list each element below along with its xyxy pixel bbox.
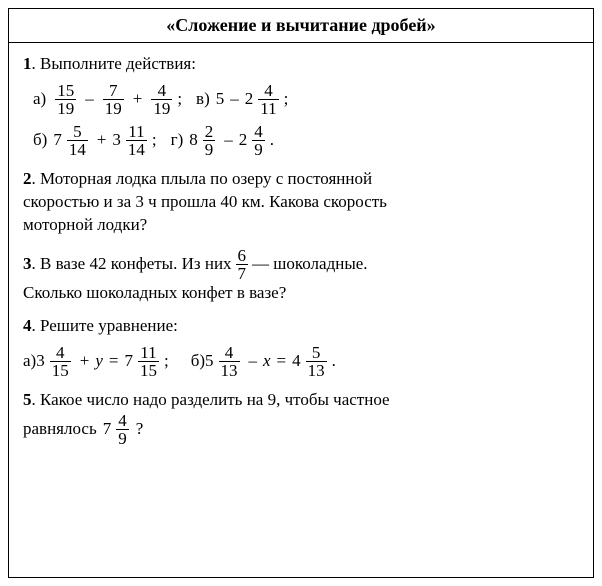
qmark: ? bbox=[136, 418, 144, 441]
mixed-v: 2 411 bbox=[245, 82, 282, 117]
task-3: 3. В вазе 42 конфеты. Из них 67 — шокола… bbox=[23, 247, 579, 305]
mixed-b2: 3 1114 bbox=[112, 123, 150, 158]
frac-a1: 1519 bbox=[55, 82, 76, 117]
mixed-g1: 8 29 bbox=[189, 123, 218, 158]
label-v: в) bbox=[196, 88, 210, 111]
label-4b: б) bbox=[191, 350, 205, 373]
op-plus: + bbox=[97, 129, 107, 152]
task1-line-b-g: б) 7 514 + 3 1114 ; г) 8 29 – 2 bbox=[23, 123, 579, 158]
label-a: а) bbox=[33, 88, 46, 111]
frac-a3: 419 bbox=[151, 82, 172, 117]
task-5: 5. Какое число надо разделить на 9, чтоб… bbox=[23, 389, 579, 447]
mixed-g2: 2 49 bbox=[239, 123, 268, 158]
op-minus: – bbox=[230, 88, 239, 111]
semi: ; bbox=[152, 129, 157, 152]
var-y: y bbox=[95, 350, 103, 373]
frac-3: 67 bbox=[236, 247, 249, 282]
worksheet-page: «Сложение и вычитание дробей» 1. Выполни… bbox=[8, 8, 594, 578]
task-3-line1: 3. В вазе 42 конфеты. Из них 67 — шокола… bbox=[23, 247, 579, 282]
op-plus: + bbox=[133, 88, 143, 111]
semi: ; bbox=[284, 88, 289, 111]
dot: . bbox=[270, 129, 274, 152]
task-5-line2: равнялось 7 49 ? bbox=[23, 412, 579, 447]
task1-line-a-v: а) 1519 – 719 + 419 ; в) 5 – 2 411 ; bbox=[23, 82, 579, 117]
var-x: x bbox=[263, 350, 271, 373]
mixed-4b-l: 5 413 bbox=[205, 344, 243, 379]
mixed-4b-r: 4 513 bbox=[292, 344, 330, 379]
mixed-4a-l: 3 415 bbox=[36, 344, 74, 379]
task-1-head: 1. Выполните действия: bbox=[23, 53, 579, 76]
task-4: 4. Решите уравнение: а) 3 415 + y = 7 11… bbox=[23, 315, 579, 379]
task4-equations: а) 3 415 + y = 7 1115 ; б) 5 413 bbox=[23, 344, 579, 379]
dot: . bbox=[332, 350, 336, 373]
task-2-line2: скоростью и за 3 ч прошла 40 км. Какова … bbox=[23, 191, 579, 214]
task-1-text: . Выполните действия: bbox=[32, 54, 196, 73]
task-1-num: 1 bbox=[23, 54, 32, 73]
op-minus: – bbox=[224, 129, 233, 152]
label-g: г) bbox=[171, 129, 184, 152]
label-b: б) bbox=[33, 129, 47, 152]
semi: ; bbox=[164, 350, 169, 373]
task-5-line1: 5. Какое число надо разделить на 9, чтоб… bbox=[23, 389, 579, 412]
task-3-line2: Сколько шоколадных конфет в вазе? bbox=[23, 282, 579, 305]
op-plus: + bbox=[80, 350, 90, 373]
mixed-4a-r: 7 1115 bbox=[124, 344, 162, 379]
op-eq: = bbox=[109, 350, 119, 373]
op-eq: = bbox=[277, 350, 287, 373]
task-2-line1: 2. Моторная лодка плыла по озеру с посто… bbox=[23, 168, 579, 191]
page-title: «Сложение и вычитание дробей» bbox=[9, 9, 593, 43]
mixed-b1: 7 514 bbox=[53, 123, 91, 158]
semi: ; bbox=[177, 88, 182, 111]
label-4a: а) bbox=[23, 350, 36, 373]
op-minus: – bbox=[85, 88, 94, 111]
op-minus: – bbox=[249, 350, 258, 373]
task-2-line3: моторной лодки? bbox=[23, 214, 579, 237]
v-left: 5 bbox=[216, 88, 225, 111]
task-2: 2. Моторная лодка плыла по озеру с посто… bbox=[23, 168, 579, 237]
task-4-head: 4. Решите уравнение: bbox=[23, 315, 579, 338]
content-area: 1. Выполните действия: а) 1519 – 719 + 4… bbox=[9, 43, 593, 467]
mixed-5: 7 49 bbox=[103, 412, 132, 447]
frac-a2: 719 bbox=[103, 82, 124, 117]
task-1: 1. Выполните действия: а) 1519 – 719 + 4… bbox=[23, 53, 579, 158]
